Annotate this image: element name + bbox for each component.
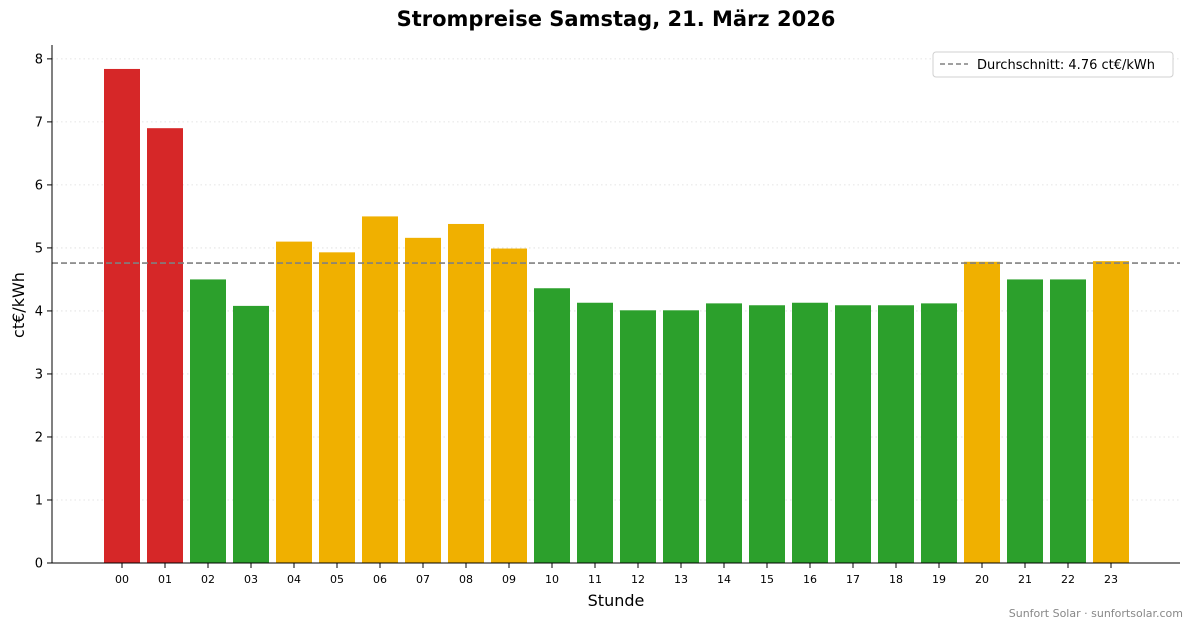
axes	[51, 45, 1180, 564]
x-tick-label: 09	[502, 573, 516, 586]
bar-hour-14	[706, 303, 742, 563]
x-tick-label: 18	[889, 573, 903, 586]
x-tick-label: 01	[158, 573, 172, 586]
bar-hour-20	[964, 261, 1000, 563]
x-tick-label: 16	[803, 573, 817, 586]
x-tick-label: 08	[459, 573, 473, 586]
y-tick-label: 0	[35, 557, 43, 572]
bar-hour-21	[1007, 279, 1043, 563]
x-tick-label: 03	[244, 573, 258, 586]
bar-hour-18	[878, 305, 914, 563]
bar-hour-12	[620, 310, 656, 563]
x-axis-ticks: 00 01 02 03 04 05 06 07 08 09 10 11 12 13 14 15 16 17 18 19…	[115, 563, 1118, 586]
footer-credit: Sunfort Solar · sunfortsolar.com	[1008, 607, 1183, 620]
y-tick-label: 6	[35, 178, 43, 193]
bar-hour-07	[405, 237, 441, 563]
x-tick-label: 15	[760, 573, 774, 586]
x-tick-label: 02	[201, 573, 215, 586]
bar-hour-17	[835, 305, 871, 563]
bar-hour-00	[104, 68, 140, 563]
bar-hour-10	[534, 288, 570, 563]
y-tick-label: 5	[35, 241, 43, 256]
bar-hour-23	[1093, 261, 1129, 563]
bar-hour-02	[190, 279, 226, 563]
bar-hour-08	[448, 223, 484, 563]
x-axis-label: Stunde	[588, 591, 645, 610]
x-tick-label: 04	[287, 573, 301, 586]
y-axis-label: ct€/kWh	[9, 272, 28, 338]
x-tick-label: 23	[1104, 573, 1118, 586]
x-tick-label: 13	[674, 573, 688, 586]
x-tick-label: 14	[717, 573, 731, 586]
bar-hour-15	[749, 305, 785, 563]
bar-hour-16	[792, 302, 828, 563]
legend: Durchschnitt: 4.76 ct€/kWh	[932, 51, 1174, 78]
bar-hour-03	[233, 305, 269, 563]
legend-box	[932, 51, 1174, 78]
bar-hour-13	[663, 310, 699, 563]
bar-hour-05	[319, 252, 355, 563]
x-tick-label: 11	[588, 573, 602, 586]
x-tick-label: 10	[545, 573, 559, 586]
y-tick-label: 4	[35, 304, 43, 319]
x-tick-label: 12	[631, 573, 645, 586]
x-tick-label: 06	[373, 573, 387, 586]
legend-entry-average: Durchschnitt: 4.76 ct€/kWh	[977, 58, 1155, 73]
y-tick-label: 7	[35, 115, 43, 130]
x-tick-label: 21	[1018, 573, 1032, 586]
bars	[104, 68, 1129, 564]
chart-title: Strompreise Samstag, 21. März 2026	[397, 7, 836, 31]
x-tick-label: 17	[846, 573, 860, 586]
x-tick-label: 20	[975, 573, 989, 586]
x-tick-label: 19	[932, 573, 946, 586]
bar-hour-11	[577, 302, 613, 563]
y-tick-label: 2	[35, 430, 43, 445]
bar-hour-01	[147, 128, 183, 563]
bar-hour-19	[921, 303, 957, 563]
y-tick-label: 8	[35, 52, 43, 67]
x-tick-label: 22	[1061, 573, 1075, 586]
x-tick-label: 05	[330, 573, 344, 586]
bar-hour-06	[362, 216, 398, 564]
x-tick-label: 07	[416, 573, 430, 586]
y-tick-label: 1	[35, 493, 43, 508]
x-tick-label: 00	[115, 573, 129, 586]
y-tick-label: 3	[35, 367, 43, 382]
bar-hour-22	[1050, 279, 1086, 563]
bar-hour-09	[491, 248, 527, 563]
bar-hour-04	[276, 241, 312, 563]
y-axis-ticks: 0 1 2 3 4 5 6 7 8	[35, 52, 52, 572]
